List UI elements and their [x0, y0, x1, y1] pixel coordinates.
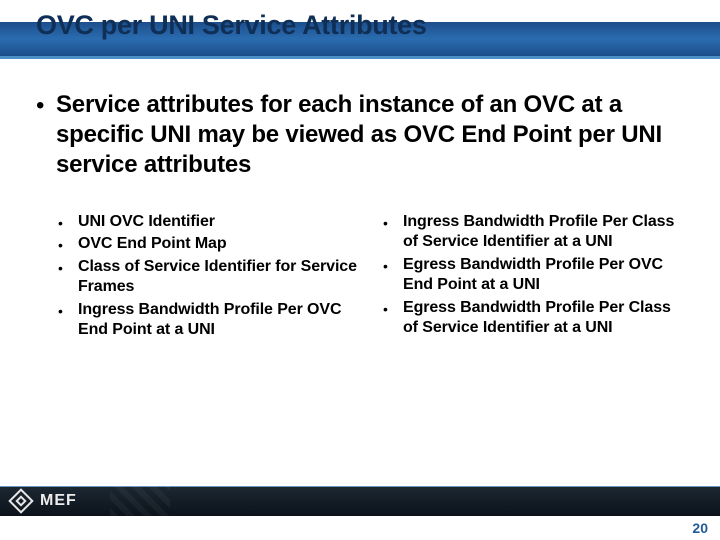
list-item: • Ingress Bandwidth Profile Per Class of… [383, 212, 684, 253]
bullet-icon: • [58, 257, 78, 277]
footer-bar: MEF [0, 486, 720, 516]
bullet-icon: • [383, 255, 403, 275]
left-column: • UNI OVC Identifier • OVC End Point Map… [58, 212, 359, 343]
slide-body: • Service attributes for each instance o… [36, 90, 684, 343]
item-text: Egress Bandwidth Profile Per OVC End Poi… [403, 255, 684, 296]
list-item: • UNI OVC Identifier [58, 212, 359, 232]
title-underline [0, 56, 720, 59]
list-item: • Class of Service Identifier for Servic… [58, 257, 359, 298]
intro-row: • Service attributes for each instance o… [36, 90, 684, 180]
list-item: • Egress Bandwidth Profile Per Class of … [383, 298, 684, 339]
item-text: Egress Bandwidth Profile Per Class of Se… [403, 298, 684, 339]
attribute-columns: • UNI OVC Identifier • OVC End Point Map… [58, 212, 684, 343]
item-text: OVC End Point Map [78, 234, 227, 254]
bullet-icon: • [36, 90, 56, 118]
item-text: UNI OVC Identifier [78, 212, 215, 232]
logo-text: MEF [40, 492, 77, 510]
page-number: 20 [692, 520, 708, 536]
bullet-icon: • [58, 300, 78, 320]
intro-text: Service attributes for each instance of … [56, 90, 684, 180]
slide: OVC per UNI Service Attributes • Service… [0, 0, 720, 540]
slide-title: OVC per UNI Service Attributes [36, 10, 427, 41]
item-text: Ingress Bandwidth Profile Per Class of S… [403, 212, 684, 253]
bullet-icon: • [383, 212, 403, 232]
logo-mark-icon [8, 488, 33, 513]
footer-texture [110, 486, 170, 516]
mef-logo: MEF [12, 492, 77, 510]
item-text: Ingress Bandwidth Profile Per OVC End Po… [78, 300, 359, 341]
bullet-icon: • [58, 212, 78, 232]
item-text: Class of Service Identifier for Service … [78, 257, 359, 298]
right-column: • Ingress Bandwidth Profile Per Class of… [383, 212, 684, 343]
list-item: • Egress Bandwidth Profile Per OVC End P… [383, 255, 684, 296]
list-item: • OVC End Point Map [58, 234, 359, 254]
bullet-icon: • [58, 234, 78, 254]
bullet-icon: • [383, 298, 403, 318]
list-item: • Ingress Bandwidth Profile Per OVC End … [58, 300, 359, 341]
